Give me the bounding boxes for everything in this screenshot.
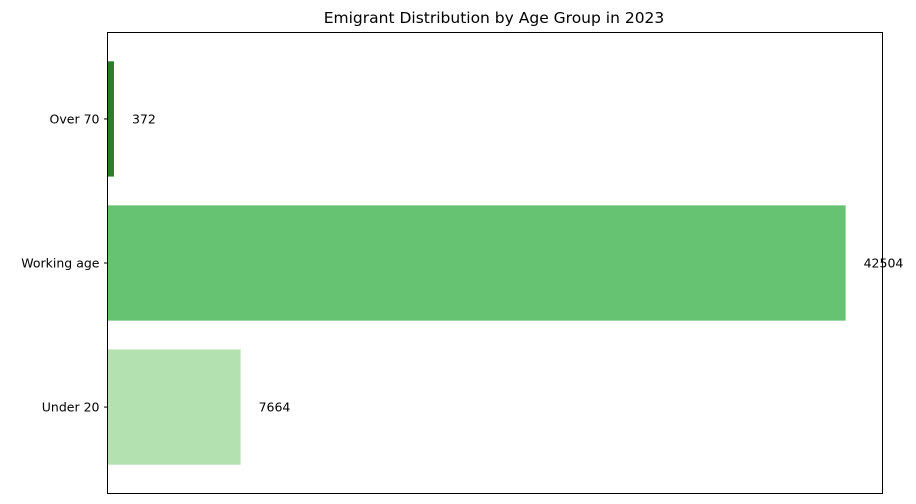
data-label-over-70: 372 [132,111,156,126]
chart-title: Emigrant Distribution by Age Group in 20… [324,9,665,27]
data-label-working-age: 42504 [864,256,904,271]
y-tick-label-under-20: Under 20 [42,400,100,415]
data-label-under-20: 7664 [259,400,291,415]
bar-working-age [107,205,846,321]
bar-over-70 [107,61,114,177]
y-ticks-group: Under 20 Working age Over 70 [21,111,108,415]
y-tick-label-working-age: Working age [21,256,100,271]
data-labels-group: 7664 42504 372 [132,111,903,414]
bar-under-20 [107,349,241,465]
bars-group [107,61,846,465]
y-tick-label-over-70: Over 70 [50,111,100,126]
plot-frame [107,32,883,494]
